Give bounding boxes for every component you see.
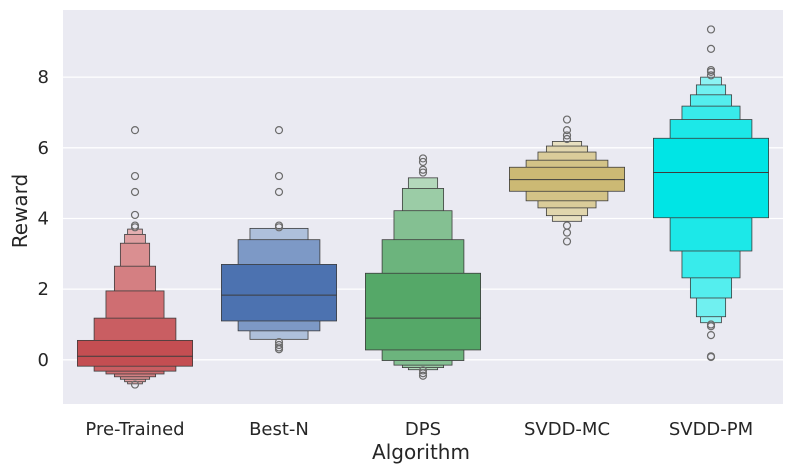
outlier-point (130, 210, 140, 220)
y-tick-label: 8 (38, 67, 49, 88)
outlier-point (706, 67, 716, 76)
outlier-point (562, 115, 572, 124)
y-tick-label: 4 (38, 208, 49, 229)
y-tick-labels: 0 2 4 6 8 (38, 67, 49, 371)
outlier-point (418, 168, 428, 177)
boxen-group (364, 177, 481, 371)
outlier-point (562, 131, 572, 140)
y-tick-label: 0 (38, 350, 49, 371)
outlier-point (130, 380, 140, 389)
outlier-point (274, 223, 284, 232)
boxen-group (653, 76, 770, 324)
outlier-point (562, 228, 572, 237)
x-tick-labels: Pre-Trained Best-N DPS SVDD-MC SVDD-PM (85, 419, 753, 440)
x-tick-label: SVDD-PM (669, 419, 753, 440)
x-tick-label: Best-N (249, 419, 309, 440)
outlier-point (562, 237, 572, 246)
median-lines (77, 172, 769, 357)
outlier-point (706, 25, 716, 34)
outlier-point (130, 223, 140, 232)
outlier-point (418, 154, 428, 163)
boxen-group (220, 227, 337, 340)
boxen-box (653, 137, 770, 219)
outlier-point (418, 369, 428, 378)
outlier-point (418, 157, 428, 167)
outlier-point (274, 340, 284, 350)
outlier-point (274, 187, 284, 197)
outlier-point (274, 171, 284, 181)
outlier-point (418, 366, 428, 375)
boxen-groups (77, 76, 770, 385)
x-tick-label: SVDD-MC (524, 419, 610, 440)
outlier-point (706, 352, 716, 362)
outlier-point (130, 171, 140, 181)
outlier-point (274, 126, 284, 135)
x-tick-label: Pre-Trained (85, 419, 184, 440)
outlier-point (706, 44, 716, 53)
outlier-point (562, 126, 572, 135)
outlier-point (706, 71, 716, 80)
boxen-box (77, 339, 193, 367)
y-tick-label: 2 (38, 279, 49, 300)
boxen-group (77, 228, 193, 385)
boxen-box (220, 264, 337, 322)
outlier-point (274, 345, 284, 354)
x-axis-label: Algorithm (372, 440, 470, 464)
boxen-box (364, 272, 481, 351)
y-tick-label: 6 (38, 138, 49, 159)
outlier-point (418, 165, 428, 174)
y-axis-label: Reward (8, 174, 32, 248)
outlier-point (706, 330, 716, 340)
outlier-point (706, 322, 716, 331)
outlier-points (130, 25, 716, 389)
x-tick-label: DPS (405, 419, 441, 440)
outlier-point (130, 187, 140, 197)
outlier-point (562, 134, 572, 144)
outlier-point (130, 126, 140, 135)
outlier-point (418, 371, 428, 380)
